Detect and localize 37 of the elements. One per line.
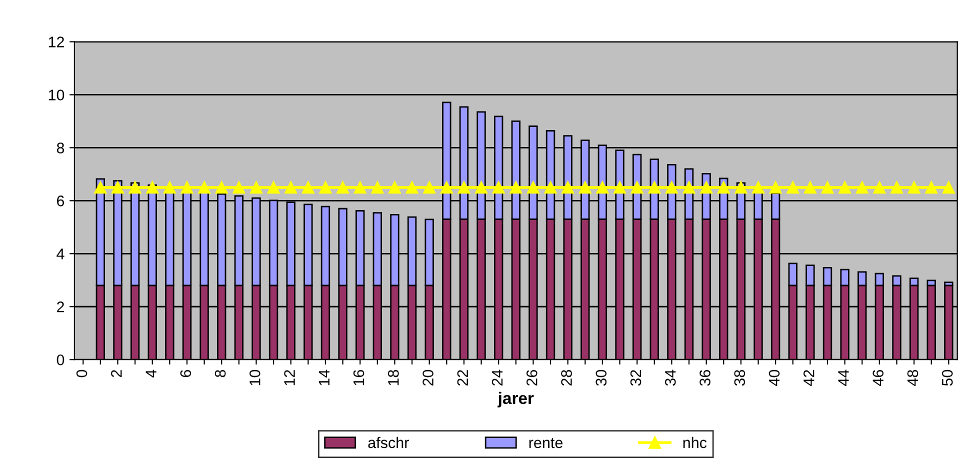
x-tick-label: 30 <box>596 370 607 386</box>
y-tick-label: 4 <box>56 248 64 260</box>
x-tick-label: 26 <box>526 370 538 386</box>
x-tick-label: 10 <box>250 370 260 386</box>
x-tick-label: 42 <box>803 370 814 386</box>
y-tick-label: 12 <box>48 36 64 48</box>
x-tick-label: 6 <box>180 370 192 378</box>
x-tick-label: 48 <box>907 370 918 386</box>
x-tick-label: 38 <box>734 370 746 386</box>
x-tick-label: 34 <box>664 370 676 386</box>
y-tick-label: 8 <box>56 142 64 154</box>
legend-label: afschr <box>368 436 409 448</box>
x-tick-label: 46 <box>872 370 884 386</box>
y-tick-label: 6 <box>57 196 64 206</box>
x-tick-label: 12 <box>284 370 295 386</box>
y-tick-label: 10 <box>48 90 64 100</box>
x-tick-label: 50 <box>942 370 953 386</box>
x-tick-label: 16 <box>353 370 364 386</box>
x-tick-label: 4 <box>146 370 156 378</box>
legend-label: nhc <box>683 436 707 448</box>
x-tick-label: 28 <box>561 370 572 386</box>
x-tick-label: 8 <box>214 370 226 378</box>
x-tick-label: 2 <box>111 370 122 378</box>
x-tick-label: 14 <box>318 370 330 386</box>
y-tick-label: 2 <box>57 301 64 312</box>
x-tick-label: 0 <box>76 370 88 378</box>
x-tick-label: 36 <box>700 370 710 386</box>
y-tick-label: 0 <box>56 354 64 366</box>
x-tick-label: 22 <box>457 370 468 386</box>
x-tick-label: 32 <box>630 370 642 386</box>
x-tick-label: 44 <box>838 370 849 386</box>
x-tick-label: 18 <box>388 370 399 386</box>
x-axis-title: jarer <box>498 392 534 408</box>
x-tick-label: 40 <box>768 370 780 386</box>
x-tick-label: 20 <box>422 370 434 386</box>
legend-label: rente <box>529 438 563 448</box>
x-tick-label: 24 <box>492 370 503 386</box>
